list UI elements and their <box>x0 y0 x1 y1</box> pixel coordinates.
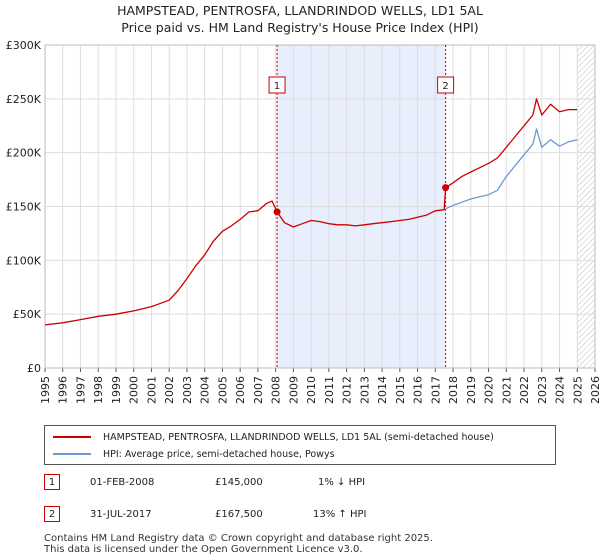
transaction-label: 1 <box>274 81 280 92</box>
x-tick-label: 2005 <box>216 376 229 404</box>
transaction-date: 31-JUL-2017 <box>90 509 152 520</box>
x-tick-label: 2009 <box>287 376 300 404</box>
y-tick-label: £100K <box>6 254 42 267</box>
legend-swatch-property <box>53 436 91 438</box>
transaction-date: 01-FEB-2008 <box>90 477 155 488</box>
footer: Contains HM Land Registry data © Crown c… <box>44 533 433 555</box>
x-tick-label: 2008 <box>270 376 283 404</box>
x-tick-label: 2004 <box>199 376 212 404</box>
x-tick-label: 1995 <box>39 376 52 404</box>
legend: HAMPSTEAD, PENTROSFA, LLANDRINDOD WELLS,… <box>44 425 556 465</box>
transaction-label-box <box>268 76 286 94</box>
x-tick-label: 2011 <box>323 376 336 404</box>
x-tick-label: 2000 <box>128 376 141 404</box>
x-tick-label: 2019 <box>465 376 478 404</box>
y-tick-label: £250K <box>6 93 42 106</box>
table-row: 1 <box>44 472 60 492</box>
x-tick-label: 1999 <box>110 376 123 404</box>
chart-title: HAMPSTEAD, PENTROSFA, LLANDRINDOD WELLS,… <box>117 3 483 18</box>
x-tick-label: 1997 <box>74 376 87 404</box>
legend-swatch-hpi <box>53 453 91 455</box>
x-tick-label: 2020 <box>483 376 496 404</box>
x-tick-label: 2001 <box>145 376 158 404</box>
transaction-badge: 1 <box>44 474 60 490</box>
x-tick-label: 1998 <box>92 376 105 404</box>
x-tick-label: 2026 <box>589 376 600 404</box>
y-tick-label: £0 <box>27 362 41 375</box>
x-tick-label: 2021 <box>500 376 513 404</box>
transaction-marker <box>442 184 450 192</box>
series-line-property <box>44 98 578 326</box>
transaction-label-box <box>437 76 455 94</box>
legend-item-hpi: HPI: Average price, semi-detached house,… <box>53 446 335 462</box>
transaction-marker <box>273 208 281 216</box>
transaction-price: £145,000 <box>215 477 263 488</box>
x-tick-label: 1996 <box>57 376 70 404</box>
x-tick-label: 2013 <box>358 376 371 404</box>
x-tick-label: 2003 <box>181 376 194 404</box>
plot-frame <box>44 44 596 369</box>
footer-copyright: Contains HM Land Registry data © Crown c… <box>44 533 433 544</box>
footer-licence: This data is licensed under the Open Gov… <box>44 544 363 555</box>
x-tick-label: 2014 <box>376 376 389 404</box>
x-tick-label: 2006 <box>234 376 247 404</box>
transaction-label: 2 <box>442 81 448 92</box>
y-tick-label: £200K <box>6 147 42 160</box>
transaction-badge: 2 <box>44 506 60 522</box>
y-tick-label: £300K <box>6 39 42 52</box>
x-tick-label: 2022 <box>518 376 531 404</box>
series-line-hpi <box>445 128 578 210</box>
legend-item-property: HAMPSTEAD, PENTROSFA, LLANDRINDOD WELLS,… <box>53 429 494 445</box>
x-tick-label: 2025 <box>571 376 584 404</box>
x-tick-label: 2002 <box>163 376 176 404</box>
table-row: 2 <box>44 504 60 524</box>
x-tick-label: 2017 <box>429 376 442 404</box>
x-tick-label: 2024 <box>554 376 567 404</box>
chart-subtitle: Price paid vs. HM Land Registry's House … <box>121 20 479 35</box>
x-tick-label: 2015 <box>394 376 407 404</box>
x-tick-label: 2010 <box>305 376 318 404</box>
transaction-price: £167,500 <box>215 509 263 520</box>
legend-label-hpi: HPI: Average price, semi-detached house,… <box>103 448 335 460</box>
x-tick-label: 2016 <box>412 376 425 404</box>
price-chart: £0 £50K £100K £150K £200K £250K £300K 1995 1996 1… <box>6 39 600 404</box>
x-tick-label: 2007 <box>252 376 265 404</box>
legend-label-property: HAMPSTEAD, PENTROSFA, LLANDRINDOD WELLS,… <box>103 431 494 443</box>
y-tick-label: £150K <box>6 201 42 214</box>
y-tick-label: £50K <box>13 308 42 321</box>
x-tick-label: 2012 <box>341 376 354 404</box>
x-tick-label: 2018 <box>447 376 460 404</box>
transaction-hpi: 1% ↓ HPI <box>318 477 366 488</box>
transaction-hpi: 13% ↑ HPI <box>313 509 367 520</box>
x-tick-label: 2023 <box>536 376 549 404</box>
